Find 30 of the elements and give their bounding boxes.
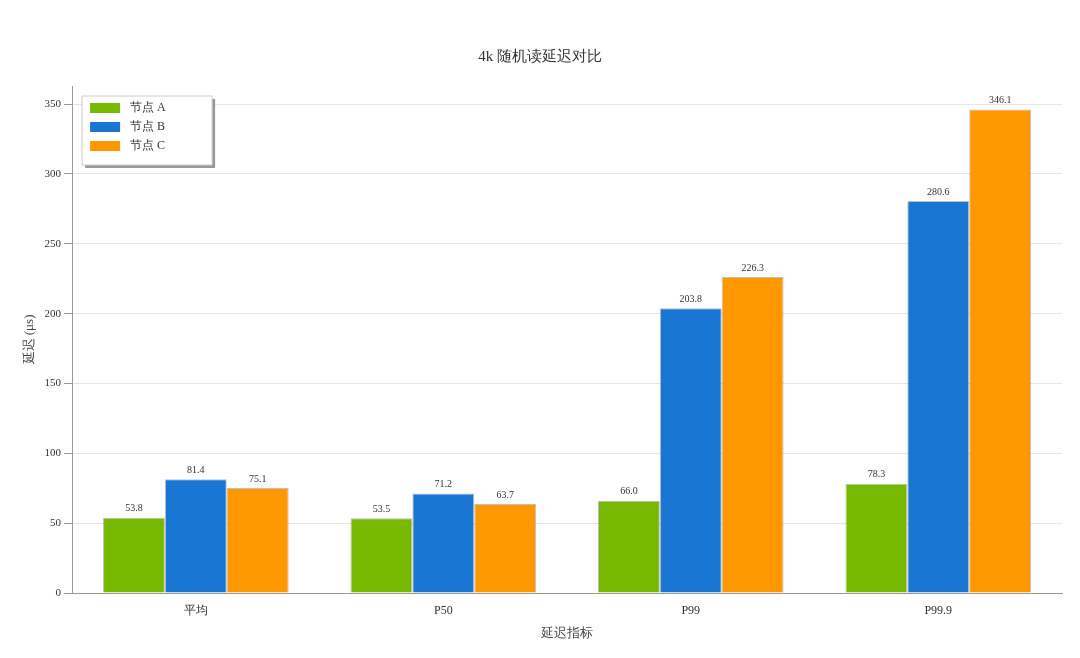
y-tick-label: 150 [44, 376, 62, 389]
data-label: 63.7 [496, 488, 514, 500]
x-tick-label: P99 [681, 603, 701, 618]
y-tick-label: 100 [44, 446, 62, 459]
data-label: 81.4 [187, 463, 205, 475]
y-tick-label: 0 [55, 585, 62, 598]
data-label: 66.0 [620, 485, 638, 497]
data-label: 226.3 [741, 261, 764, 273]
y-tick-label: 350 [44, 97, 62, 110]
x-tick-label: 平均 [183, 603, 208, 618]
legend-label: 节点 B [130, 119, 166, 134]
y-tick-label: 250 [44, 236, 62, 249]
data-label: 53.8 [125, 502, 143, 514]
y-axis-title: 延迟 (μs) [21, 314, 37, 366]
x-axis-title: 延迟指标 [540, 624, 594, 640]
y-tick-label: 300 [44, 166, 62, 179]
data-label: 78.3 [867, 468, 886, 480]
data-label: 71.2 [434, 478, 453, 490]
chart-title: 4k 随机读延迟对比 [478, 47, 602, 64]
legend-label: 节点 C [130, 138, 166, 153]
x-tick-label: P99.9 [924, 603, 953, 618]
data-label: 75.1 [248, 472, 267, 484]
x-tick-label: P50 [433, 603, 453, 618]
data-label: 203.8 [679, 292, 703, 304]
y-tick-label: 50 [50, 516, 62, 529]
legend-label: 节点 A [130, 100, 167, 115]
data-label: 53.5 [372, 502, 391, 514]
data-label: 346.1 [988, 94, 1012, 106]
y-tick-label: 200 [44, 306, 62, 319]
data-label: 280.6 [927, 185, 950, 197]
